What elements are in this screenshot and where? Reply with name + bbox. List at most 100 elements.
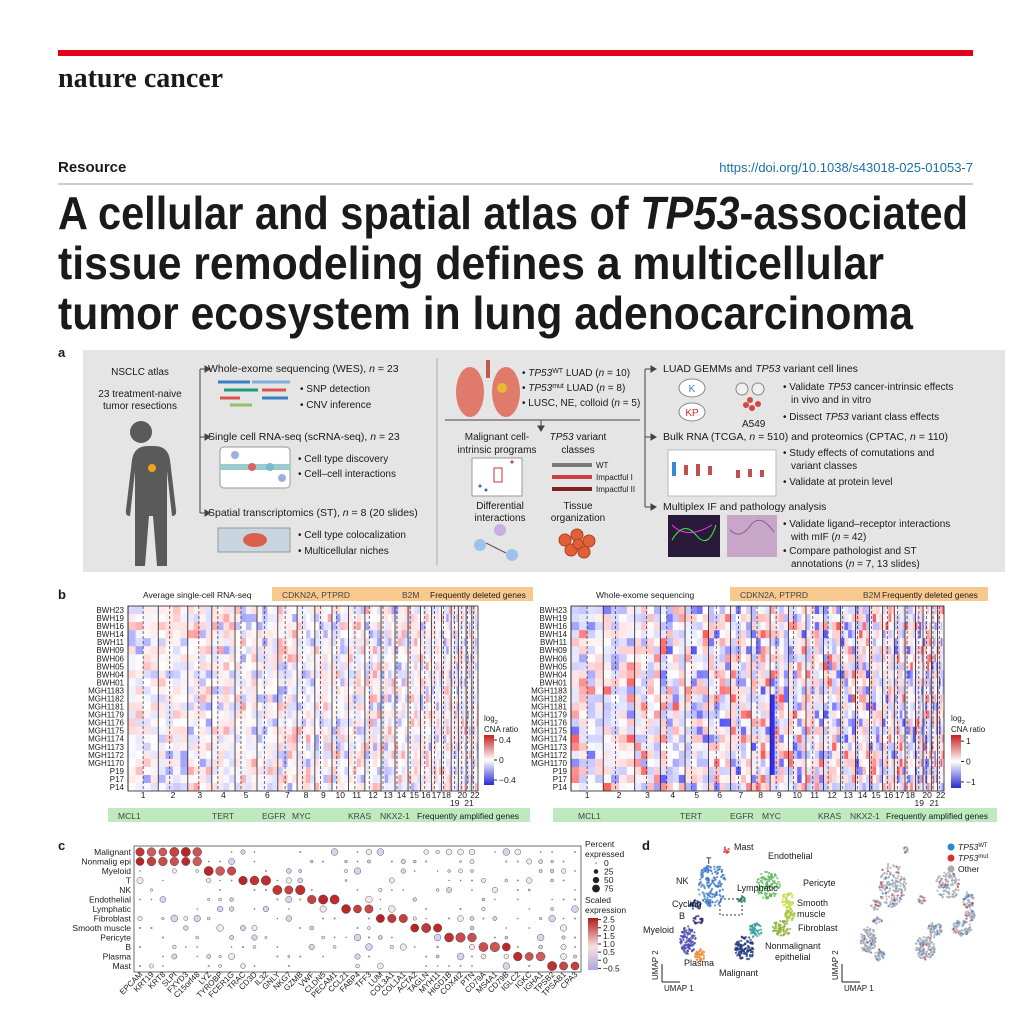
heatmap-cell: [851, 782, 856, 792]
heatmap-cell: [660, 630, 667, 639]
heatmap-cell: [708, 662, 715, 671]
heatmap-cell: [925, 662, 928, 671]
dot: [378, 888, 383, 892]
heatmap-cell: [438, 694, 442, 703]
heatmap-cell: [653, 622, 661, 631]
heatmap-cell: [708, 742, 715, 752]
heatmap-cell: [436, 742, 440, 752]
heatmap-cell: [611, 686, 620, 695]
bullet-part: n: [849, 559, 855, 570]
heatmap-cell: [267, 758, 273, 768]
doi-link[interactable]: https://doi.org/10.1038/s43018-025-01053…: [719, 160, 973, 175]
heatmap-cell: [451, 726, 454, 735]
heatmap-cell: [714, 710, 720, 719]
heatmap-cell: [417, 774, 421, 784]
heatmap-cell: [571, 726, 580, 735]
heatmap-cell: [932, 734, 935, 744]
heatmap-cell: [915, 734, 918, 744]
heatmap-cell: [836, 622, 841, 631]
heatmap-cell: [452, 678, 456, 687]
heatmap-cell: [305, 606, 311, 615]
legend-text: Impactful I: [596, 473, 633, 482]
heatmap-cell: [391, 670, 396, 679]
heatmap-cell: [476, 670, 479, 679]
heatmap-cell: [678, 766, 686, 776]
heatmap-cell: [618, 766, 628, 776]
heatmap-cell: [844, 734, 849, 744]
heatmap-cell: [595, 654, 604, 663]
heatmap-cell: [801, 670, 807, 679]
heatmap-cell: [894, 678, 898, 687]
heatmap-cell: [942, 734, 945, 744]
heatmap-cell: [696, 678, 703, 687]
dot: [161, 936, 164, 939]
heatmap-cell: [618, 606, 628, 615]
heatmap-cell: [464, 766, 467, 776]
heatmap-cell: [755, 766, 761, 776]
heatmap-cell: [180, 654, 189, 663]
heatmap-cell: [770, 654, 775, 663]
cell-type-label: T: [126, 876, 131, 886]
umap-point: [700, 869, 703, 872]
heatmap-cell: [925, 702, 928, 711]
heatmap-cell: [859, 662, 863, 671]
heatmap-cell: [448, 622, 452, 631]
heatmap-cell: [272, 734, 279, 744]
heatmap-cell: [448, 670, 452, 679]
dot: [551, 851, 553, 853]
heatmap-cell: [384, 662, 389, 671]
heatmap-cell: [571, 734, 580, 744]
dot: [459, 879, 462, 882]
heatmap-cell: [934, 726, 937, 735]
heatmap-cell: [251, 710, 258, 719]
dot: [524, 952, 534, 961]
heatmap-cell: [448, 718, 452, 727]
umap-point: [708, 884, 711, 887]
heatmap-cell: [917, 782, 920, 792]
heatmap-cell: [301, 782, 307, 792]
heatmap-cell: [272, 750, 279, 760]
heatmap-cell: [314, 774, 320, 784]
heatmap-cell: [143, 606, 151, 615]
heatmap-cell: [436, 774, 440, 784]
umap-point: [719, 895, 722, 898]
heatmap-cell: [240, 782, 247, 792]
heatmap-cell: [323, 742, 328, 752]
heatmap-cell: [934, 694, 937, 703]
chromosome-label: 5: [244, 790, 249, 800]
heatmap-cell: [297, 742, 302, 752]
heatmap-cell: [702, 654, 709, 663]
heatmap-cell: [476, 686, 479, 695]
heatmap-cell: [666, 702, 673, 711]
heatmap-cell: [448, 726, 452, 735]
heatmap-cell: [217, 734, 224, 744]
heatmap-cell: [205, 678, 213, 687]
heatmap-cell: [180, 646, 189, 655]
sample-label: BWH14: [96, 630, 124, 639]
heatmap-cell: [942, 686, 945, 695]
heatmap-cell: [865, 630, 870, 639]
heatmap-cell: [199, 702, 207, 711]
heatmap-cell: [855, 646, 860, 655]
heatmap-cell: [848, 742, 853, 752]
heatmap-cell: [425, 670, 429, 679]
heatmap-cell: [384, 734, 389, 744]
heatmap-cell: [398, 750, 402, 760]
heatmap-cell: [460, 766, 463, 776]
heatmap-cell: [411, 646, 415, 655]
heatmap-cell: [899, 638, 903, 647]
heatmap-cell: [287, 774, 293, 784]
heatmap-cell: [927, 750, 930, 760]
heatmap-cell: [907, 662, 911, 671]
heatmap-cell: [917, 774, 920, 784]
heatmap-cell: [150, 646, 159, 655]
heatmap-cell: [915, 686, 918, 695]
heatmap-cell: [229, 710, 236, 719]
heatmap-cell: [458, 718, 461, 727]
heatmap-cell: [420, 622, 424, 631]
heatmap-cell: [851, 630, 856, 639]
heatmap-cell: [199, 782, 207, 792]
heatmap-cell: [653, 694, 661, 703]
heatmap-cell: [398, 630, 402, 639]
heatmap-cell: [751, 662, 757, 671]
